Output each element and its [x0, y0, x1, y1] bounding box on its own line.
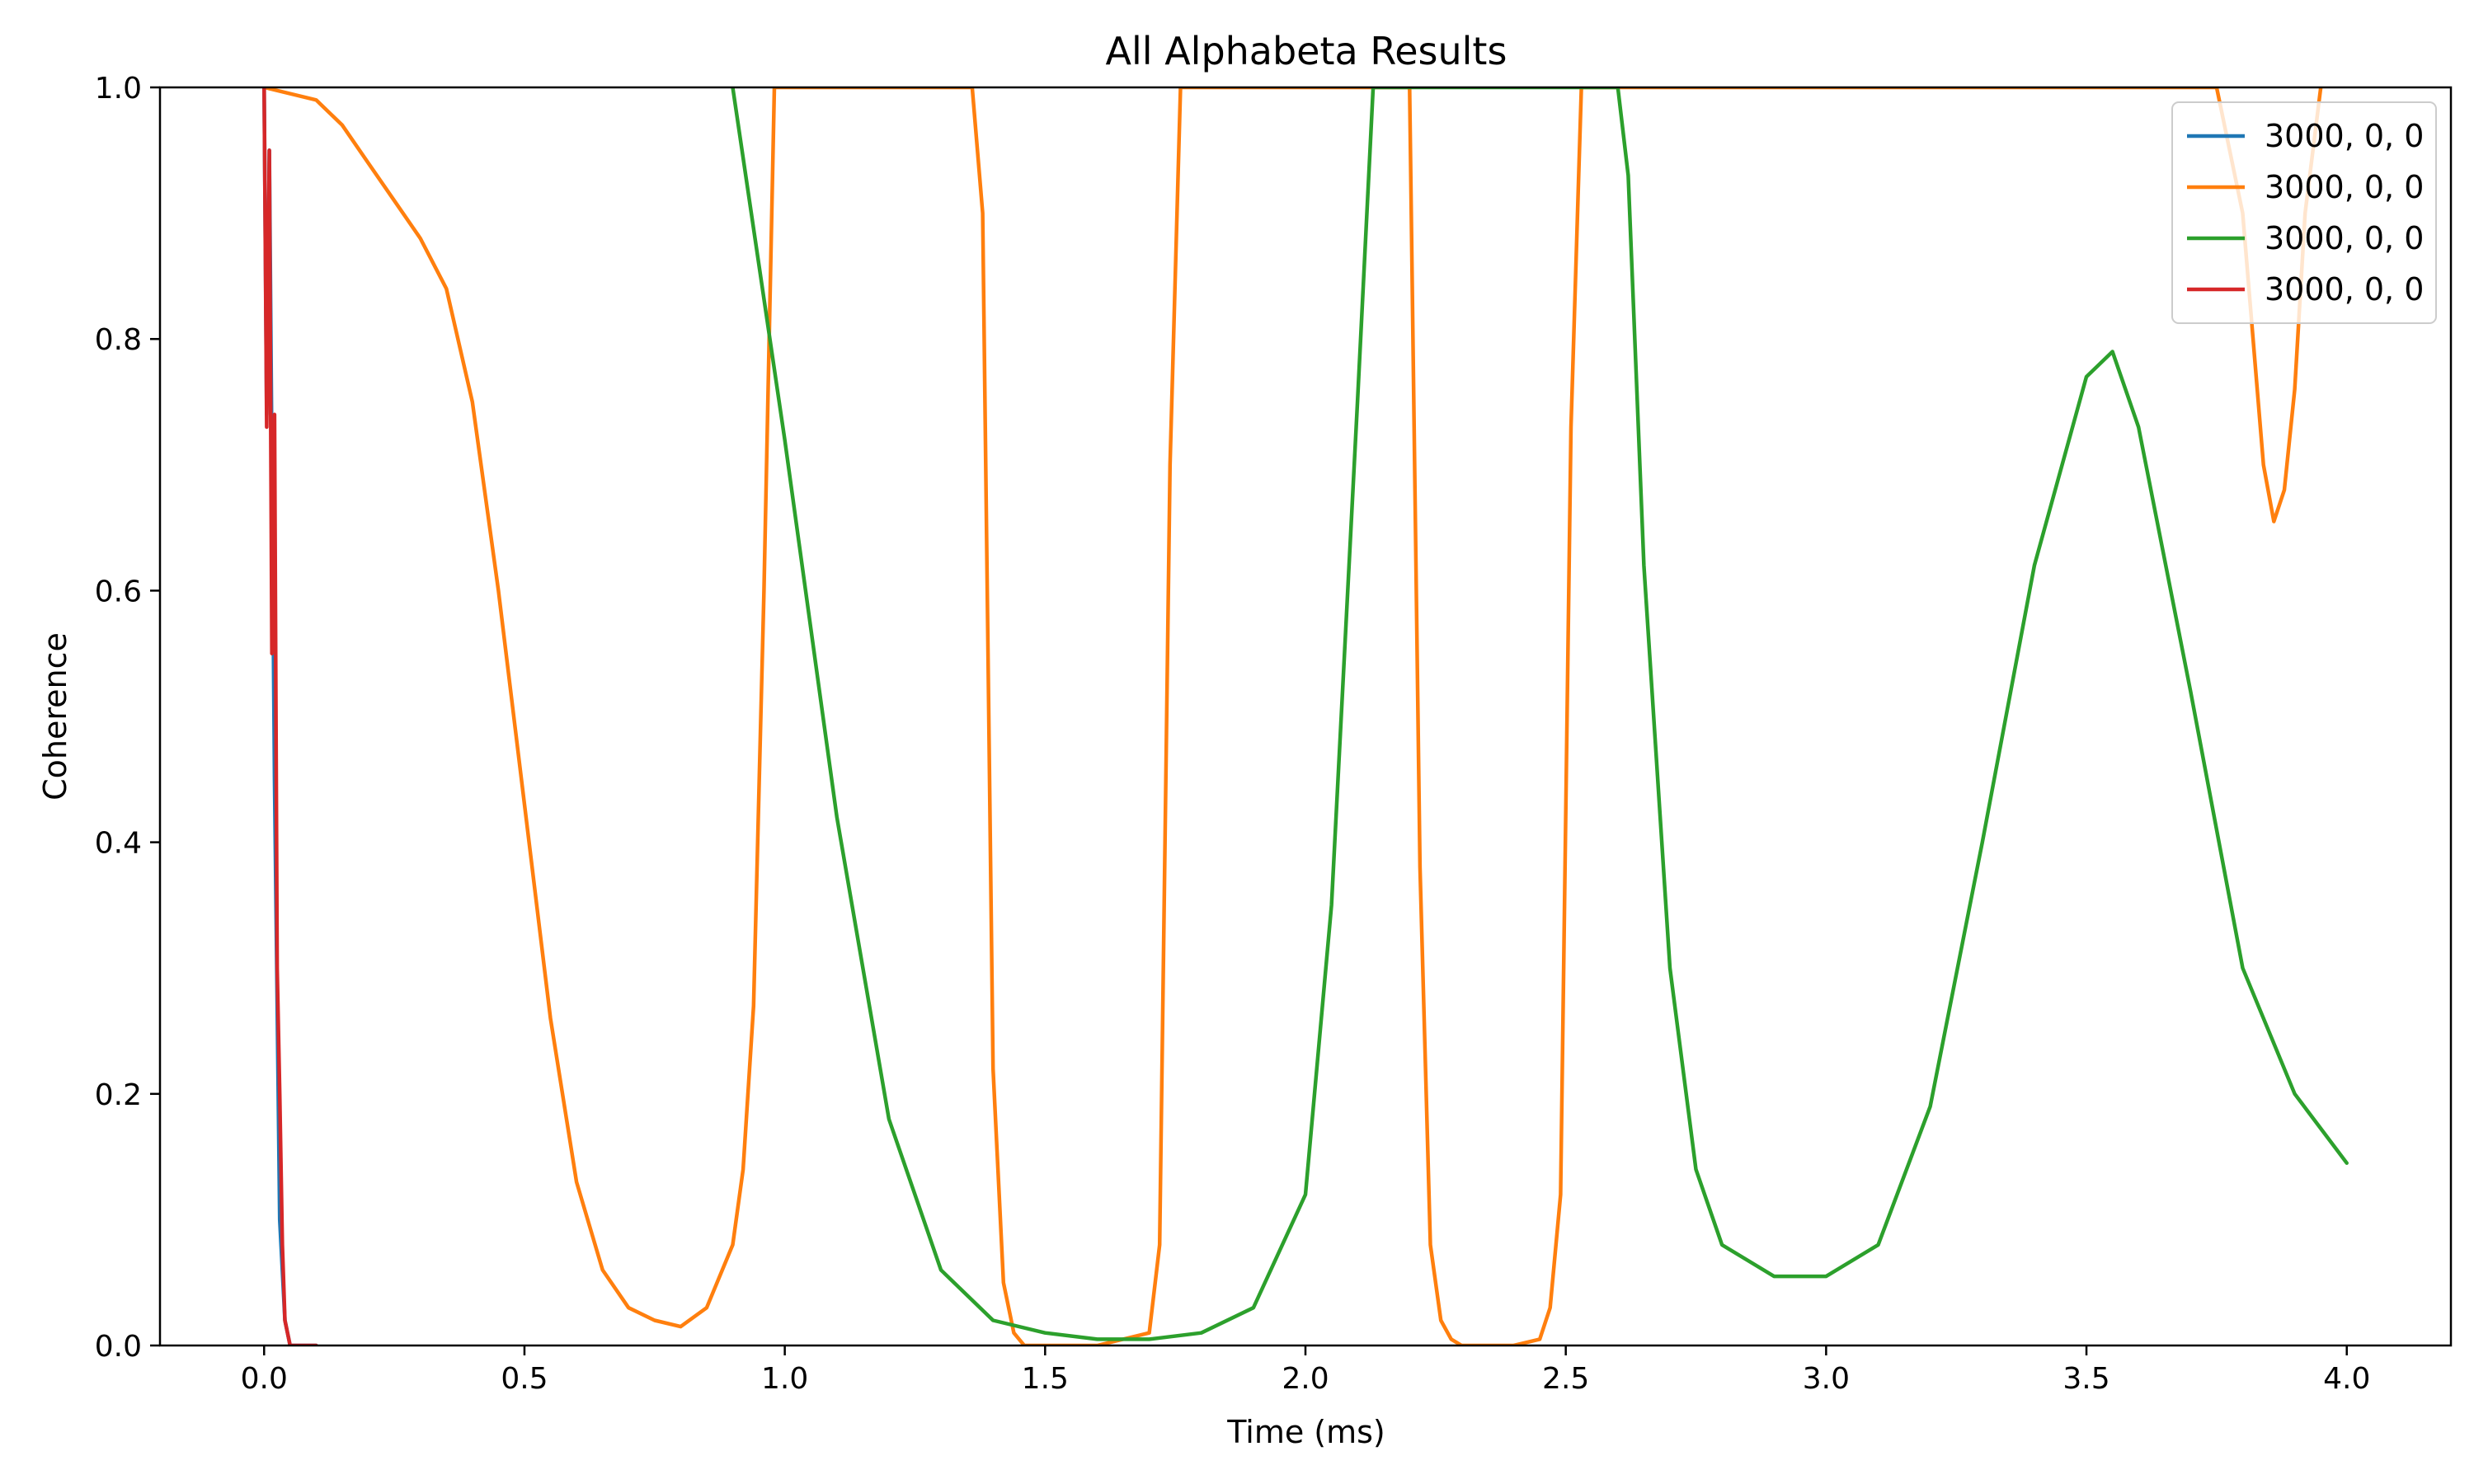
x-tick-label: 0.0 — [241, 1362, 288, 1396]
x-tick-label: 0.5 — [501, 1362, 548, 1396]
legend: 3000, 0, 0 3000, 0, 0 3000, 0, 0 3000, 0, 0 — [2171, 101, 2437, 324]
x-tick-label: 2.5 — [1542, 1362, 1589, 1396]
x-tick-label: 2.0 — [1282, 1362, 1329, 1396]
legend-entry: 3000, 0, 0 — [2265, 118, 2424, 154]
series-line-2 — [262, 87, 2323, 1345]
x-axis: 0.0 0.5 1.0 1.5 2.0 2.5 3.0 3.5 4.0 — [241, 1345, 2370, 1396]
y-axis-label: Coherence — [37, 632, 73, 801]
y-tick-label: 0.8 — [95, 323, 142, 357]
chart-title: All Alphabeta Results — [1106, 29, 1507, 73]
series-line-4 — [262, 87, 318, 1345]
y-tick-label: 0.0 — [95, 1330, 142, 1364]
x-tick-label: 1.0 — [761, 1362, 808, 1396]
x-tick-label: 1.5 — [1022, 1362, 1069, 1396]
y-tick-label: 0.6 — [95, 575, 142, 608]
series-line-3 — [731, 87, 2349, 1341]
y-axis: 0.0 0.2 0.4 0.6 0.8 1.0 — [95, 72, 160, 1364]
x-tick-label: 3.0 — [1803, 1362, 1850, 1396]
legend-entry: 3000, 0, 0 — [2265, 220, 2424, 256]
y-tick-label: 1.0 — [95, 72, 142, 106]
y-tick-label: 0.2 — [95, 1078, 142, 1112]
y-tick-label: 0.4 — [95, 827, 142, 861]
x-tick-label: 4.0 — [2323, 1362, 2370, 1396]
legend-entry: 3000, 0, 0 — [2265, 169, 2424, 205]
legend-box — [2171, 101, 2437, 324]
x-tick-label: 3.5 — [2062, 1362, 2109, 1396]
legend-entry: 3000, 0, 0 — [2265, 271, 2424, 308]
x-axis-label: Time (ms) — [1226, 1414, 1385, 1450]
series-layer — [262, 87, 2349, 1345]
